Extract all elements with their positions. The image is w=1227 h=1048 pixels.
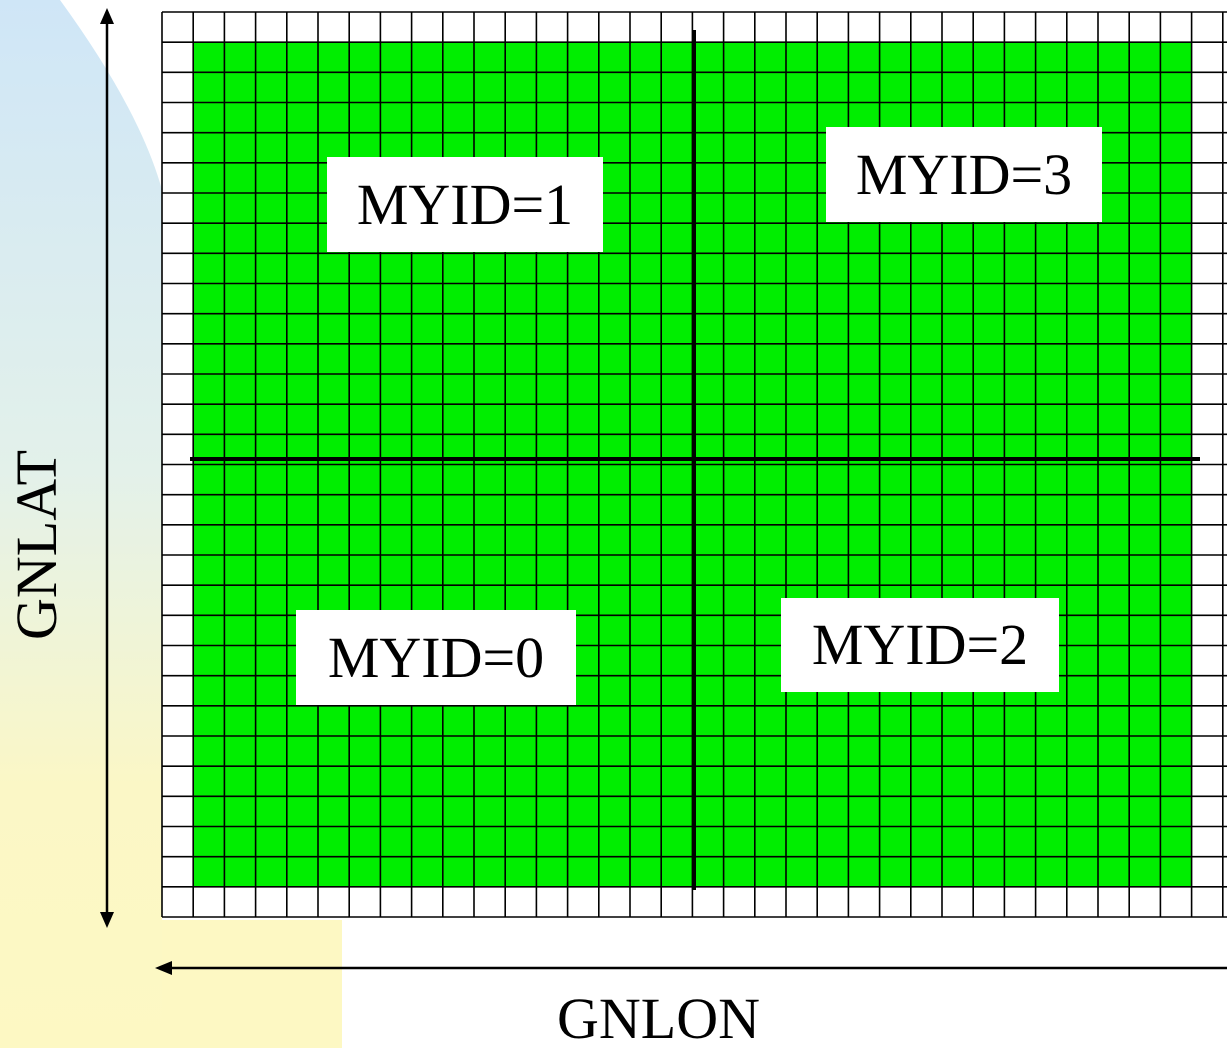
region-label-myid-3: MYID=3: [826, 127, 1102, 222]
axis-label-gnlon: GNLON: [557, 986, 760, 1048]
region-label-myid-0: MYID=0: [296, 610, 576, 705]
region-label-myid-1: MYID=1: [327, 157, 603, 252]
gnlat-arrow-head-up: [100, 8, 114, 24]
gnlon-arrow-head-left: [155, 961, 172, 975]
axis-label-gnlat: GNLAT: [4, 449, 69, 640]
region-label-myid-2: MYID=2: [781, 598, 1059, 692]
gnlat-arrow-head-down: [100, 912, 114, 928]
